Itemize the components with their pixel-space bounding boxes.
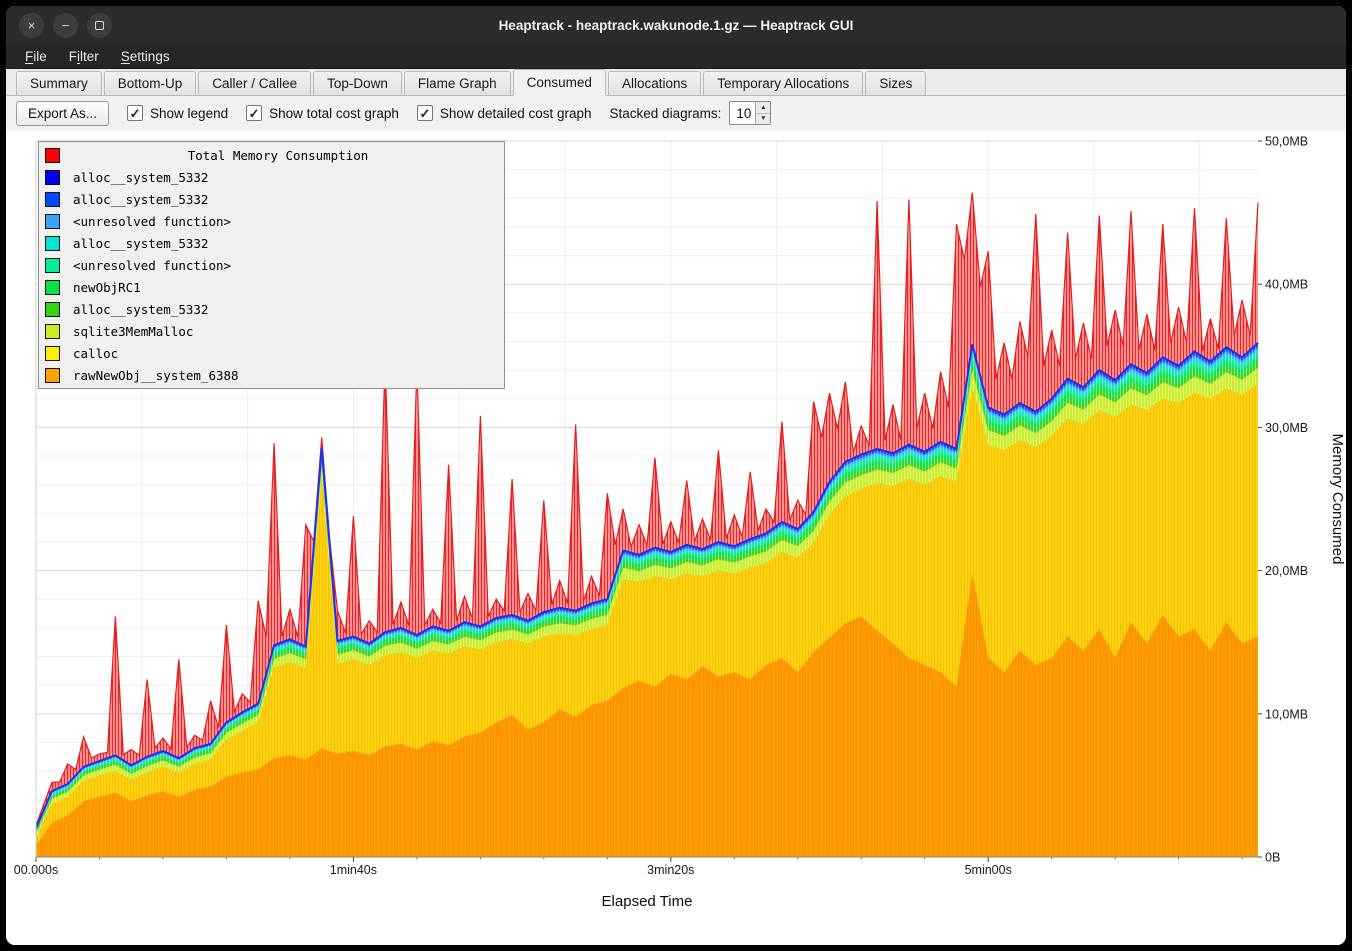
- legend-label: Total Memory Consumption: [187, 147, 369, 163]
- legend-swatch-icon: [45, 345, 60, 361]
- legend-label: alloc__system_5332: [73, 191, 209, 207]
- toolbar: Export As... ✓ Show legend ✓ Show total cos…: [6, 96, 1346, 130]
- legend-item: alloc__system_5332: [39, 188, 504, 210]
- minimize-button[interactable]: −: [53, 12, 78, 38]
- checkbox-show-detailed-cost-graph[interactable]: ✓ Show detailed cost graph: [416, 105, 592, 121]
- legend-item: <unresolved function>: [39, 210, 504, 232]
- memory-consumption-chart: 00.000s 1min40s 3min20s 5min00s 0B 10,0MB 20,0…: [14, 135, 1346, 911]
- x-axis-title: Elapsed Time: [602, 893, 693, 910]
- checkbox-show-total-cost-graph[interactable]: ✓ Show total cost graph: [246, 105, 399, 121]
- tab-summary[interactable]: Summary: [16, 71, 102, 95]
- maximize-icon: [95, 20, 104, 30]
- chart-legend: Total Memory Consumption alloc__system_53…: [38, 141, 505, 389]
- tab-caller-callee[interactable]: Caller / Callee: [198, 71, 312, 95]
- y-tick-label: 50,0MB: [1265, 135, 1308, 149]
- legend-item: calloc: [39, 342, 504, 364]
- total-cost-line: [35, 192, 1259, 826]
- y-tick-label: 20,0MB: [1265, 564, 1308, 578]
- close-button[interactable]: ×: [19, 12, 44, 38]
- tab-bar: Summary Bottom-Up Caller / Callee Top-Down F…: [6, 69, 1346, 96]
- series-rawnewobj-system-6388: [36, 573, 1258, 857]
- stacked-diagrams-spinbox[interactable]: 10 ▲ ▼: [729, 101, 772, 125]
- legend-swatch-icon: [45, 323, 60, 339]
- menu-filter[interactable]: Filter: [68, 48, 99, 64]
- checkbox-label: Show total cost graph: [269, 105, 399, 121]
- y-tick-label: 10,0MB: [1265, 707, 1308, 721]
- legend-label: <unresolved function>: [73, 257, 232, 273]
- checkbox-box-icon: ✓: [246, 105, 263, 121]
- checkbox-box-icon: ✓: [416, 105, 433, 121]
- toolbar-checkboxes: ✓ Show legend ✓ Show total cost graph ✓ Show …: [127, 105, 592, 121]
- y-axis-title: Memory Consumed: [1329, 434, 1346, 565]
- stacked-diagrams-group: Stacked diagrams: 10 ▲ ▼: [610, 101, 772, 125]
- legend-item: <unresolved function>: [39, 254, 504, 276]
- menubar: File Filter Settings: [6, 44, 1346, 69]
- legend-label: calloc: [73, 345, 119, 361]
- spin-down-icon[interactable]: ▼: [756, 113, 771, 124]
- checkbox-box-icon: ✓: [127, 105, 144, 121]
- checkbox-label: Show legend: [150, 105, 229, 121]
- legend-item: alloc__system_5332: [39, 298, 504, 320]
- legend-label: alloc__system_5332: [73, 235, 209, 251]
- legend-label: alloc__system_5332: [73, 301, 209, 317]
- legend-swatch-icon: [45, 279, 60, 295]
- legend-swatch-icon: [45, 301, 60, 317]
- maximize-button[interactable]: [87, 12, 112, 38]
- legend-swatch-icon: [45, 213, 60, 229]
- x-tick-label: 5min00s: [965, 863, 1012, 877]
- legend-item: alloc__system_5332: [39, 232, 504, 254]
- legend-item: alloc__system_5332: [39, 166, 504, 188]
- menu-file[interactable]: File: [25, 48, 47, 64]
- spin-up-icon[interactable]: ▲: [756, 102, 771, 114]
- export-as-button[interactable]: Export As...: [16, 100, 110, 126]
- legend-label: alloc__system_5332: [73, 169, 209, 185]
- spinbox-value[interactable]: 10: [736, 105, 752, 121]
- legend-item: sqlite3MemMalloc: [39, 320, 504, 342]
- tab-bottom-up[interactable]: Bottom-Up: [103, 71, 197, 95]
- stacked-diagrams-label: Stacked diagrams:: [609, 105, 722, 121]
- y-tick-label: 30,0MB: [1265, 421, 1308, 435]
- legend-label: <unresolved function>: [73, 213, 232, 229]
- legend-swatch-icon: [45, 367, 60, 383]
- legend-item: rawNewObj__system_6388: [39, 364, 504, 386]
- x-tick-label: 3min20s: [647, 863, 694, 877]
- tab-flame-graph[interactable]: Flame Graph: [403, 71, 511, 95]
- window-title: Heaptrack - heaptrack.wakunode.1.gz — He…: [498, 17, 854, 33]
- x-tick-label: 1min40s: [330, 863, 377, 877]
- app-window: × − Heaptrack - heaptrack.wakunode.1.gz …: [6, 6, 1346, 945]
- tab-sizes[interactable]: Sizes: [865, 71, 927, 95]
- tab-temporary-allocations[interactable]: Temporary Allocations: [703, 71, 864, 95]
- checkbox-label: Show detailed cost graph: [439, 105, 592, 121]
- tab-top-down[interactable]: Top-Down: [313, 71, 402, 95]
- y-tick-label: 40,0MB: [1265, 278, 1308, 292]
- legend-label: sqlite3MemMalloc: [73, 323, 194, 339]
- legend-swatch-icon: [45, 169, 60, 185]
- legend-swatch-icon: [45, 191, 60, 207]
- spinbox-buttons: ▲ ▼: [755, 102, 771, 124]
- consumed-chart-region: Total Memory Consumption alloc__system_53…: [6, 130, 1346, 945]
- menu-settings[interactable]: Settings: [120, 48, 170, 64]
- legend-swatch-icon: [45, 235, 60, 251]
- solid-total-edge: [35, 342, 1259, 829]
- legend-label: rawNewObj__system_6388: [73, 367, 239, 383]
- legend-title-row: Total Memory Consumption: [39, 144, 504, 166]
- tab-consumed[interactable]: Consumed: [512, 69, 606, 96]
- legend-label: newObjRC1: [73, 279, 141, 295]
- checkbox-show-legend[interactable]: ✓ Show legend: [127, 105, 228, 121]
- title-bar: × − Heaptrack - heaptrack.wakunode.1.gz …: [6, 6, 1346, 44]
- window-controls: × −: [19, 12, 112, 38]
- x-tick-label: 00.000s: [14, 863, 58, 877]
- tab-allocations[interactable]: Allocations: [607, 71, 702, 95]
- y-tick-label: 0B: [1265, 851, 1280, 865]
- legend-swatch-icon: [45, 257, 60, 273]
- legend-item: newObjRC1: [39, 276, 504, 298]
- legend-swatch-icon: [45, 147, 60, 163]
- series-calloc: [36, 384, 1258, 846]
